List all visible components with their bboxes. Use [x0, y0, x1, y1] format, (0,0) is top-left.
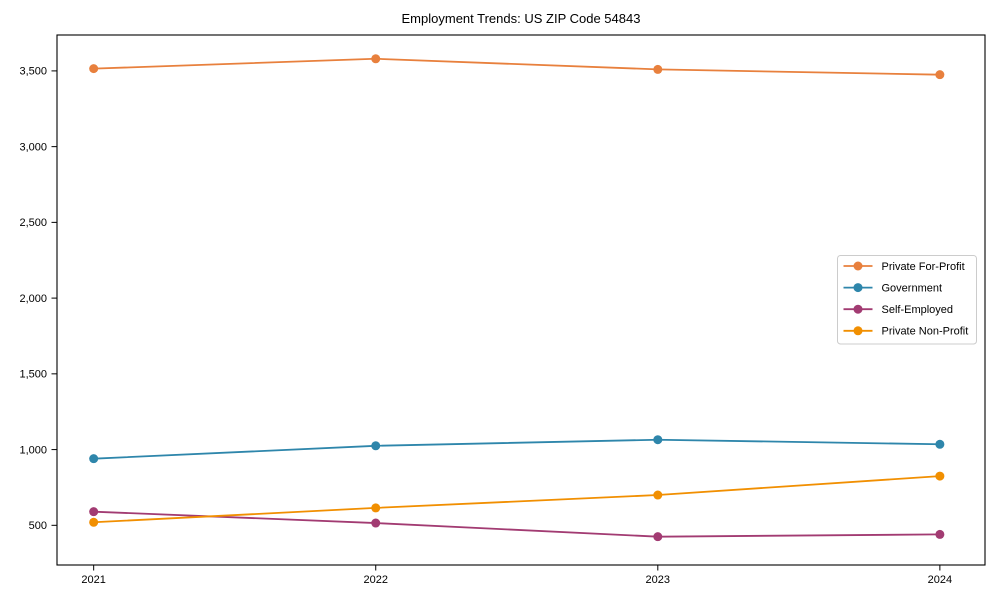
- series-line: [93, 475, 940, 524]
- y-tick-label: 500: [29, 520, 47, 532]
- y-tick-label: 2,000: [19, 293, 47, 305]
- legend-label: Government: [882, 282, 943, 294]
- y-tick-label: 1,500: [19, 369, 47, 381]
- series-marker: [935, 70, 945, 80]
- series-marker: [371, 441, 381, 451]
- series-government: [89, 435, 945, 464]
- series-marker: [653, 490, 663, 500]
- x-tick-label: 2024: [928, 574, 952, 586]
- series-line: [93, 510, 940, 538]
- series-line: [93, 438, 940, 460]
- legend-marker: [853, 261, 863, 271]
- legend: Private For-Profit Government Self-Employe…: [837, 255, 977, 345]
- plot-area: 500 1,000 1,500 2,000 2,500 3,000 3,500 2021 202…: [19, 34, 986, 586]
- legend-entry-private-for-profit: Private For-Profit: [843, 261, 965, 273]
- legend-marker: [853, 326, 863, 336]
- series-marker: [371, 518, 381, 528]
- series-private-non-profit: [89, 471, 945, 527]
- x-tick-label: 2022: [363, 574, 387, 586]
- legend-entry-private-non-profit: Private Non-Profit: [843, 326, 969, 338]
- series-marker: [653, 532, 663, 542]
- x-tick-label: 2023: [646, 574, 670, 586]
- series-marker: [89, 507, 99, 517]
- legend-entry-government: Government: [843, 282, 943, 294]
- plot-border: [56, 34, 986, 566]
- series-marker: [935, 529, 945, 539]
- y-tick-label: 3,000: [19, 141, 47, 153]
- series-marker: [89, 64, 99, 74]
- legend-marker: [853, 283, 863, 293]
- legend-label: Self-Employed: [882, 304, 954, 316]
- series-marker: [371, 54, 381, 64]
- series-marker: [89, 454, 99, 464]
- y-tick-label: 2,500: [19, 217, 47, 229]
- y-tick-label: 3,500: [19, 66, 47, 78]
- series-private-for-profit: [89, 54, 945, 80]
- series-marker: [653, 64, 663, 74]
- legend-box: [837, 255, 977, 345]
- legend-marker: [853, 304, 863, 314]
- series-marker: [371, 503, 381, 513]
- legend-label: Private Non-Profit: [882, 326, 969, 338]
- legend-entry-self-employed: Self-Employed: [843, 304, 954, 316]
- legend-label: Private For-Profit: [882, 261, 965, 273]
- x-tick-label: 2021: [81, 574, 105, 586]
- series-marker: [935, 439, 945, 449]
- series-marker: [89, 517, 99, 527]
- y-tick-label: 1,000: [19, 444, 47, 456]
- series-self-employed: [89, 507, 945, 542]
- series-marker: [935, 471, 945, 481]
- series-line: [93, 57, 940, 76]
- chart-title: Employment Trends: US ZIP Code 54843: [402, 11, 641, 26]
- series-marker: [653, 435, 663, 445]
